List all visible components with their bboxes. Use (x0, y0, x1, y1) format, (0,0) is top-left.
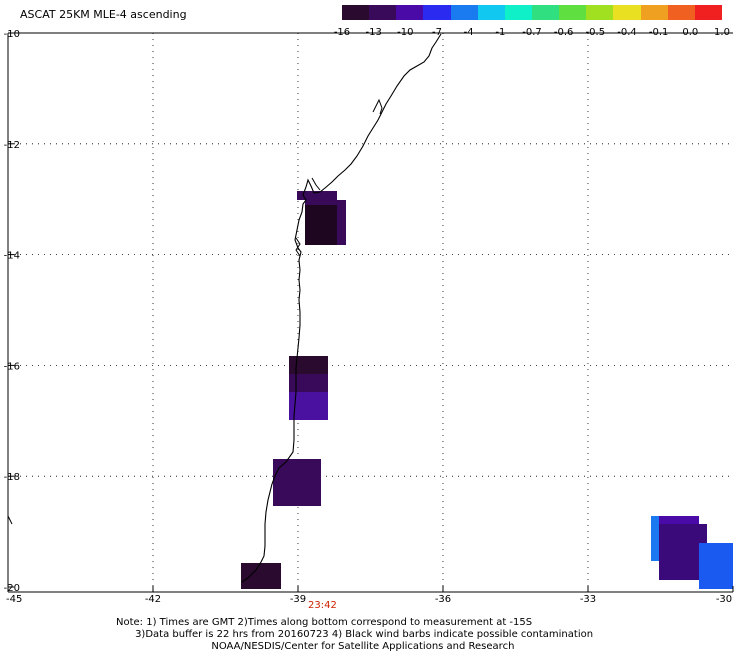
color-swatch (586, 5, 614, 20)
latitude-label: -18 (4, 472, 20, 483)
wind-data-cells (241, 191, 733, 589)
color-swatch (477, 5, 505, 20)
color-swatch (342, 5, 370, 20)
longitude-label: -30 (716, 594, 732, 605)
color-swatch (450, 5, 478, 20)
color-swatch (640, 5, 668, 20)
latitude-label: -16 (4, 361, 20, 372)
graticule (8, 33, 733, 592)
color-swatch (613, 5, 641, 20)
color-swatch (694, 5, 722, 20)
latitude-labels: -10 -12 -14 -16 -18 -20 (4, 29, 20, 594)
color-swatch (531, 5, 560, 20)
note-line-2: 3)Data buffer is 22 hrs from 20160723 4)… (116, 629, 594, 640)
longitude-labels: -45 -42 -39 -36 -33 -30 (6, 586, 734, 605)
wind-cell (289, 374, 328, 392)
wind-cell (273, 459, 321, 506)
longitude-label: -36 (435, 594, 451, 605)
wind-cell (305, 205, 337, 245)
wind-cell (297, 191, 337, 200)
longitude-label: -33 (580, 594, 596, 605)
longitude-label: -45 (6, 594, 22, 605)
color-swatch (504, 5, 532, 20)
longitude-label: -42 (145, 594, 161, 605)
latitude-label: -14 (4, 251, 20, 262)
color-scale-bar (342, 5, 722, 20)
color-swatch (396, 5, 424, 20)
latitude-label: -10 (4, 29, 20, 40)
latitude-label: -20 (4, 583, 20, 594)
time-label: 23:42 (308, 600, 337, 611)
notes-block: Note: 1) Times are GMT 2)Times along bot… (116, 617, 593, 653)
latitude-label: -12 (4, 140, 20, 151)
color-swatch (667, 5, 695, 20)
wind-cell (289, 356, 328, 374)
note-line-3: NOAA/NESDIS/Center for Satellite Applica… (116, 641, 515, 652)
note-line-1: Note: 1) Times are GMT 2)Times along bot… (116, 617, 533, 628)
map-title: ASCAT 25KM MLE-4 ascending (20, 8, 187, 21)
wind-cell (699, 543, 733, 589)
coastline (7, 33, 442, 583)
map-border (7, 32, 733, 593)
color-swatch (369, 5, 397, 20)
color-swatch (559, 5, 587, 20)
wind-cell (241, 563, 281, 589)
longitude-label: -39 (290, 594, 306, 605)
color-swatch (423, 5, 451, 20)
